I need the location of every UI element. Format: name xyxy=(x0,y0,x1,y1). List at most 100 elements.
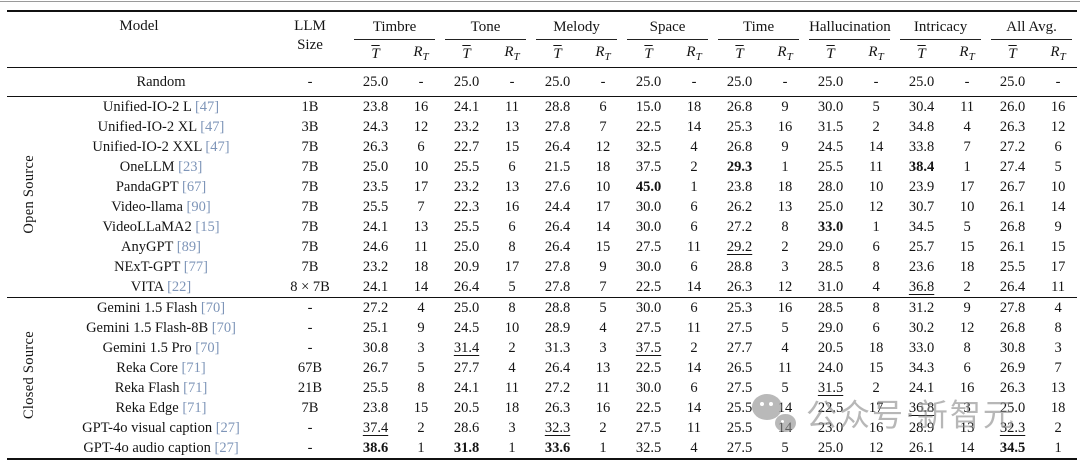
llm-size-cell: 8 × 7B xyxy=(290,279,330,295)
score-cell: 26.9 xyxy=(999,360,1026,376)
rank-cell: - xyxy=(691,74,697,90)
citation-link[interactable]: [70] xyxy=(197,300,226,316)
score-cell: 23.6 xyxy=(908,259,935,275)
citation-link[interactable]: [89] xyxy=(173,239,201,255)
citation-link[interactable]: [23] xyxy=(174,159,203,175)
rank-cell: 3 xyxy=(417,340,425,356)
sub-header-row: T RT T RT T RT T RT T RT T RT T RT T RT xyxy=(7,41,1077,68)
rank-cell: 12 xyxy=(868,199,884,215)
score-cell: 24.1 xyxy=(453,380,480,396)
rank-cell: 18 xyxy=(777,179,793,195)
model-cell: GPT-4o visual caption [27] xyxy=(51,418,271,438)
rank-cell: 9 xyxy=(417,320,425,336)
rank-cell: 1 xyxy=(1054,440,1062,456)
col-subheader-rank: RT xyxy=(777,43,793,63)
citation-link[interactable]: [27] xyxy=(212,420,240,436)
score-cell: 25.5 xyxy=(453,159,480,175)
model-name: GPT-4o audio caption xyxy=(83,440,211,456)
citation-link[interactable]: [71] xyxy=(179,380,208,396)
rank-cell: 18 xyxy=(595,159,611,175)
col-subheader-rank: RT xyxy=(413,43,429,63)
score-cell: 23.2 xyxy=(453,179,480,195)
score-cell: 34.5 xyxy=(999,440,1026,456)
score-cell: 32.3 xyxy=(544,420,571,436)
score-cell: 25.5 xyxy=(362,199,389,215)
score-cell: 24.1 xyxy=(362,219,389,235)
rank-cell: 11 xyxy=(778,360,793,376)
score-cell: 31.4 xyxy=(453,340,480,356)
llm-size-cell: 67B xyxy=(297,360,323,376)
citation-link[interactable]: [15] xyxy=(191,219,220,235)
rank-cell: 4 xyxy=(508,360,516,376)
score-cell: 23.8 xyxy=(362,400,389,416)
table-row: Gemini 1.5 Pro [70] - 30.8 3 31.4 2 31.3 3 37.5 2… xyxy=(7,338,1077,358)
rank-cell: 8 xyxy=(417,380,425,396)
rank-cell: 16 xyxy=(413,99,429,115)
rank-cell: 1 xyxy=(417,440,425,456)
results-table: Model LLM Size Timbre Tone Melody Space … xyxy=(7,10,1078,460)
citation-link[interactable]: [71] xyxy=(177,360,206,376)
rank-cell: 13 xyxy=(1050,380,1066,396)
table-row: Unified-IO-2 XXL [47] 7B 26.3 6 22.7 15 26.4 12… xyxy=(7,137,1077,157)
citation-link[interactable]: [67] xyxy=(178,179,207,195)
citation-link[interactable]: [47] xyxy=(191,99,220,115)
score-cell: 30.2 xyxy=(908,320,935,336)
score-cell: 26.3 xyxy=(999,119,1026,135)
col-subheader-rank: RT xyxy=(504,43,520,63)
rank-cell: 4 xyxy=(781,340,789,356)
rank-cell: 5 xyxy=(508,279,516,295)
rank-cell: 6 xyxy=(690,259,698,275)
citation-link[interactable]: [70] xyxy=(208,320,236,336)
rank-cell: 8 xyxy=(781,219,789,235)
rank-cell: 6 xyxy=(417,139,425,155)
rank-cell: 14 xyxy=(959,440,975,456)
score-cell: 25.0 xyxy=(453,74,480,90)
score-cell: 37.4 xyxy=(362,420,389,436)
citation-link[interactable]: [77] xyxy=(180,259,208,275)
section-open-source: Open Source Unified-IO-2 L [47] 1B 23.8 16 24… xyxy=(7,96,1078,298)
rank-cell: 6 xyxy=(508,159,516,175)
rank-cell: 13 xyxy=(777,199,793,215)
citation-link[interactable]: [22] xyxy=(163,279,192,295)
rank-cell: 14 xyxy=(686,360,702,376)
citation-link[interactable]: [47] xyxy=(201,139,230,155)
score-cell: 25.5 xyxy=(817,159,844,175)
score-cell: 28.0 xyxy=(817,179,844,195)
score-cell: 31.3 xyxy=(544,340,571,356)
rank-cell: 11 xyxy=(687,420,702,436)
table-row: Gemini 1.5 Flash-8B [70] - 25.1 9 24.5 10 28.9… xyxy=(7,318,1077,338)
rank-cell: 12 xyxy=(413,119,429,135)
llm-size-cell: 7B xyxy=(301,139,319,155)
model-cell: AnyGPT [89] xyxy=(51,237,271,257)
llm-size-cell: 7B xyxy=(301,259,319,275)
rank-cell: 5 xyxy=(1054,159,1062,175)
score-cell: 23.8 xyxy=(726,179,753,195)
score-cell: 37.5 xyxy=(635,340,662,356)
rank-cell: 17 xyxy=(504,259,520,275)
rank-cell: 12 xyxy=(1050,119,1066,135)
rank-cell: 6 xyxy=(872,239,880,255)
score-cell: 37.5 xyxy=(635,159,662,175)
rank-cell: 6 xyxy=(508,219,516,235)
score-cell: 26.5 xyxy=(726,360,753,376)
citation-link[interactable]: [27] xyxy=(210,440,239,456)
score-cell: 30.0 xyxy=(635,300,662,316)
llm-size-cell: - xyxy=(307,340,313,356)
rank-cell: 3 xyxy=(1054,340,1062,356)
citation-link[interactable]: [70] xyxy=(191,340,220,356)
rank-cell: 10 xyxy=(868,179,884,195)
model-name: PandaGPT xyxy=(115,179,179,195)
score-cell: 24.5 xyxy=(817,139,844,155)
citation-link[interactable]: [71] xyxy=(178,400,207,416)
citation-link[interactable]: [90] xyxy=(182,199,211,215)
section-label: Closed Source xyxy=(7,298,51,460)
citation-link[interactable]: [47] xyxy=(196,119,225,135)
rank-cell: 8 xyxy=(1054,320,1062,336)
rank-cell: 5 xyxy=(599,300,607,316)
llm-size-cell: 7B xyxy=(301,400,319,416)
score-cell: 26.4 xyxy=(544,239,571,255)
score-cell: 28.8 xyxy=(544,99,571,115)
score-cell: 34.5 xyxy=(908,219,935,235)
score-cell: 27.8 xyxy=(999,300,1026,316)
table-row: Random - 25.0 - 25.0 - 25.0 - 25.0 - 25.0 - 25.0 - 25.… xyxy=(7,68,1077,97)
